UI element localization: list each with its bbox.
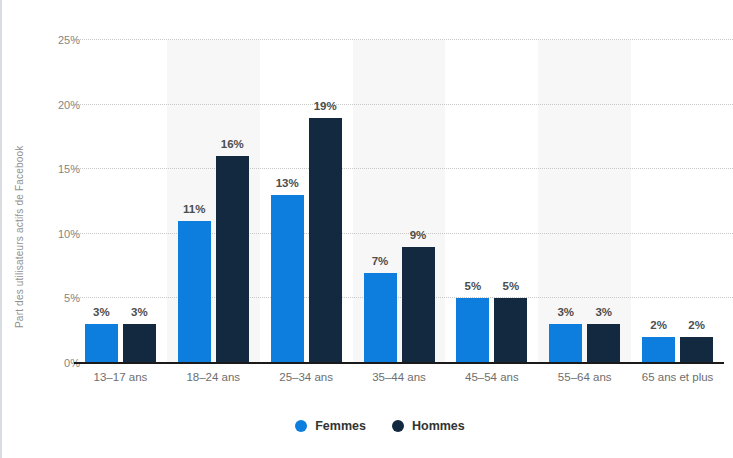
- left-border-line: [0, 0, 2, 458]
- x-category-label: 45–54 ans: [445, 371, 538, 383]
- legend: Femmes Hommes: [0, 419, 733, 433]
- femmes-legend-dot-icon: [295, 420, 307, 432]
- y-tick-label: 10%: [38, 227, 80, 241]
- bar-femmes-45–54 ans[interactable]: [456, 298, 489, 363]
- value-label: 16%: [202, 138, 262, 150]
- x-category-label: 35–44 ans: [353, 371, 446, 383]
- gridline-25%: [74, 39, 733, 40]
- legend-item-femmes[interactable]: Femmes: [295, 419, 366, 433]
- y-tick-label: 20%: [38, 98, 80, 112]
- bar-femmes-55–64 ans[interactable]: [549, 324, 582, 363]
- value-label: 3%: [574, 306, 634, 318]
- bar-hommes-18–24 ans[interactable]: [216, 156, 249, 363]
- legend-label: Femmes: [315, 419, 366, 433]
- gridline-15%: [74, 168, 733, 169]
- bar-femmes-25–34 ans[interactable]: [271, 195, 304, 363]
- gridline-20%: [74, 104, 733, 105]
- bar-femmes-18–24 ans[interactable]: [178, 221, 211, 363]
- x-category-label: 65 ans et plus: [631, 371, 724, 383]
- y-tick-label: 25%: [38, 33, 80, 47]
- value-label: 3%: [109, 306, 169, 318]
- bar-femmes-65 ans et plus[interactable]: [642, 337, 675, 363]
- x-category-label: 25–34 ans: [260, 371, 353, 383]
- facebook-users-age-gender-chart: Part des utilisateurs actifs de Facebook…: [0, 0, 733, 458]
- bar-hommes-45–54 ans[interactable]: [494, 298, 527, 363]
- value-label: 9%: [388, 229, 448, 241]
- bar-hommes-35–44 ans[interactable]: [402, 247, 435, 363]
- value-label: 2%: [667, 319, 727, 331]
- x-category-label: 13–17 ans: [74, 371, 167, 383]
- bar-hommes-13–17 ans[interactable]: [123, 324, 156, 363]
- x-category-label: 55–64 ans: [538, 371, 631, 383]
- bar-femmes-13–17 ans[interactable]: [85, 324, 118, 363]
- x-category-label: 18–24 ans: [167, 371, 260, 383]
- x-axis-line: [74, 362, 724, 364]
- bar-hommes-65 ans et plus[interactable]: [680, 337, 713, 363]
- bar-femmes-35–44 ans[interactable]: [364, 273, 397, 363]
- value-label: 19%: [295, 100, 355, 112]
- bar-hommes-55–64 ans[interactable]: [587, 324, 620, 363]
- bar-hommes-25–34 ans[interactable]: [309, 118, 342, 363]
- hommes-legend-dot-icon: [392, 420, 404, 432]
- value-label: 5%: [481, 280, 541, 292]
- legend-item-hommes[interactable]: Hommes: [392, 419, 465, 433]
- legend-label: Hommes: [412, 419, 465, 433]
- y-tick-label: 15%: [38, 162, 80, 176]
- y-tick-label: 5%: [38, 291, 80, 305]
